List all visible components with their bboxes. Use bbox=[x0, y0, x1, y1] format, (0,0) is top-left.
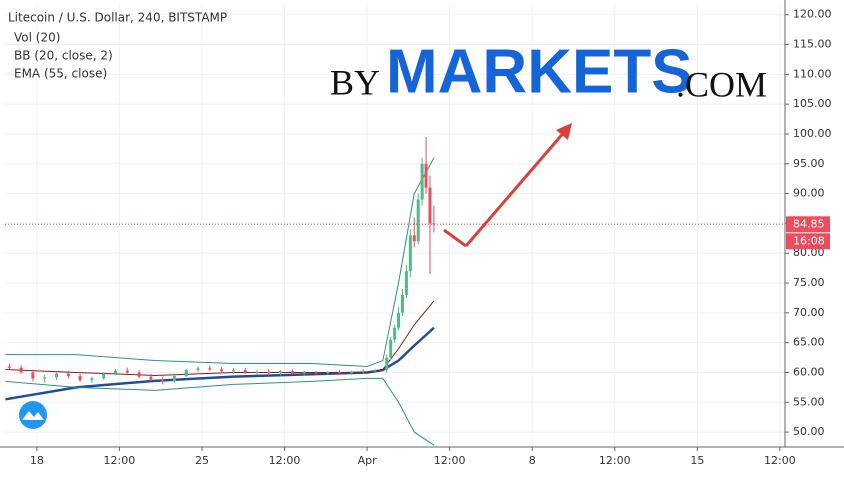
last-price-tag bbox=[786, 216, 830, 233]
watermark-brand: MARKETS bbox=[386, 37, 693, 106]
candle-body bbox=[404, 271, 408, 295]
x-tick-label: 12:00 bbox=[434, 454, 466, 467]
candle-body bbox=[113, 370, 117, 374]
watermark-prefix: BY bbox=[330, 62, 380, 102]
candle-body bbox=[361, 370, 365, 372]
candle-body bbox=[400, 294, 404, 313]
candle-body bbox=[196, 368, 200, 371]
countdown-label: 16:08 bbox=[793, 234, 825, 247]
chart-title: Litecoin / U.S. Dollar, 240, BITSTAMP bbox=[8, 11, 227, 25]
candle-body bbox=[255, 371, 259, 373]
candle-body bbox=[220, 369, 224, 372]
candle-body bbox=[137, 372, 141, 377]
candle-body bbox=[408, 235, 412, 272]
indicator-line bbox=[5, 377, 435, 446]
candle-body bbox=[393, 327, 397, 340]
last-price-label: 84.85 bbox=[793, 217, 825, 230]
y-tick-label: 80.00 bbox=[793, 246, 825, 259]
indicator-label: BB (20, close, 2) bbox=[14, 49, 113, 63]
candle-body bbox=[389, 339, 393, 358]
arrow-annotation bbox=[443, 123, 572, 248]
x-tick-label: 12:00 bbox=[104, 454, 136, 467]
x-tick-label: 12:00 bbox=[599, 454, 631, 467]
y-tick-label: 60.00 bbox=[793, 365, 825, 378]
candle-body bbox=[428, 187, 432, 224]
indicator-line bbox=[5, 157, 435, 368]
y-tick-label: 70.00 bbox=[793, 306, 825, 319]
x-tick-label: 12:00 bbox=[764, 454, 796, 467]
x-tick-label: 15 bbox=[690, 454, 704, 467]
candle-body bbox=[125, 370, 129, 373]
y-tick-label: 95.00 bbox=[793, 157, 825, 170]
x-tick-label: Apr bbox=[358, 454, 378, 467]
y-tick-label: 105.00 bbox=[793, 97, 832, 110]
candle-body bbox=[78, 376, 82, 381]
candle-body bbox=[279, 371, 283, 374]
indicator-label: EMA (55, close) bbox=[14, 67, 107, 81]
y-tick-label: 110.00 bbox=[793, 67, 832, 80]
candle-body bbox=[161, 379, 165, 382]
candle-body bbox=[243, 370, 247, 373]
x-tick-label: 12:00 bbox=[269, 454, 301, 467]
watermark-suffix: .COM bbox=[676, 64, 767, 104]
candle-body bbox=[43, 377, 47, 379]
candle-body bbox=[267, 371, 271, 374]
y-tick-label: 55.00 bbox=[793, 395, 825, 408]
candle-body bbox=[338, 371, 342, 374]
x-tick-label: 25 bbox=[195, 454, 209, 467]
y-tick-label: 65.00 bbox=[793, 336, 825, 349]
candle-body bbox=[290, 371, 294, 374]
candle-body bbox=[424, 163, 428, 188]
y-tick-label: 100.00 bbox=[793, 127, 832, 140]
y-tick-label: 50.00 bbox=[793, 425, 825, 438]
indicator-label: Vol (20) bbox=[14, 31, 60, 45]
candle-body bbox=[66, 373, 70, 377]
candle-body bbox=[7, 366, 11, 368]
candle-body bbox=[184, 370, 188, 377]
candle-body bbox=[385, 357, 389, 371]
countdown-tag bbox=[786, 233, 830, 250]
candle-body bbox=[326, 371, 330, 374]
logo bbox=[19, 401, 47, 429]
candle-body bbox=[102, 373, 106, 379]
candle-body bbox=[412, 235, 416, 242]
candle-body bbox=[149, 376, 153, 380]
candle-body bbox=[172, 376, 176, 382]
x-tick-label: 8 bbox=[529, 454, 536, 467]
candle-body bbox=[373, 370, 377, 372]
candle-body bbox=[349, 371, 353, 374]
candle-body bbox=[432, 223, 436, 225]
candle-body bbox=[19, 367, 23, 373]
x-tick-label: 18 bbox=[30, 454, 44, 467]
candle-body bbox=[55, 373, 59, 378]
y-tick-label: 75.00 bbox=[793, 276, 825, 289]
candle-body bbox=[397, 312, 401, 328]
y-tick-label: 115.00 bbox=[793, 38, 832, 51]
candle-body bbox=[31, 372, 35, 379]
candle-body bbox=[420, 163, 424, 200]
candle-body bbox=[90, 378, 94, 381]
candle-body bbox=[231, 370, 235, 372]
candle-body bbox=[314, 372, 318, 374]
candle-body bbox=[416, 199, 420, 242]
candle-body bbox=[208, 368, 212, 370]
y-tick-label: 120.00 bbox=[793, 8, 832, 21]
y-tick-label: 90.00 bbox=[793, 187, 825, 200]
candle-body bbox=[302, 372, 306, 374]
